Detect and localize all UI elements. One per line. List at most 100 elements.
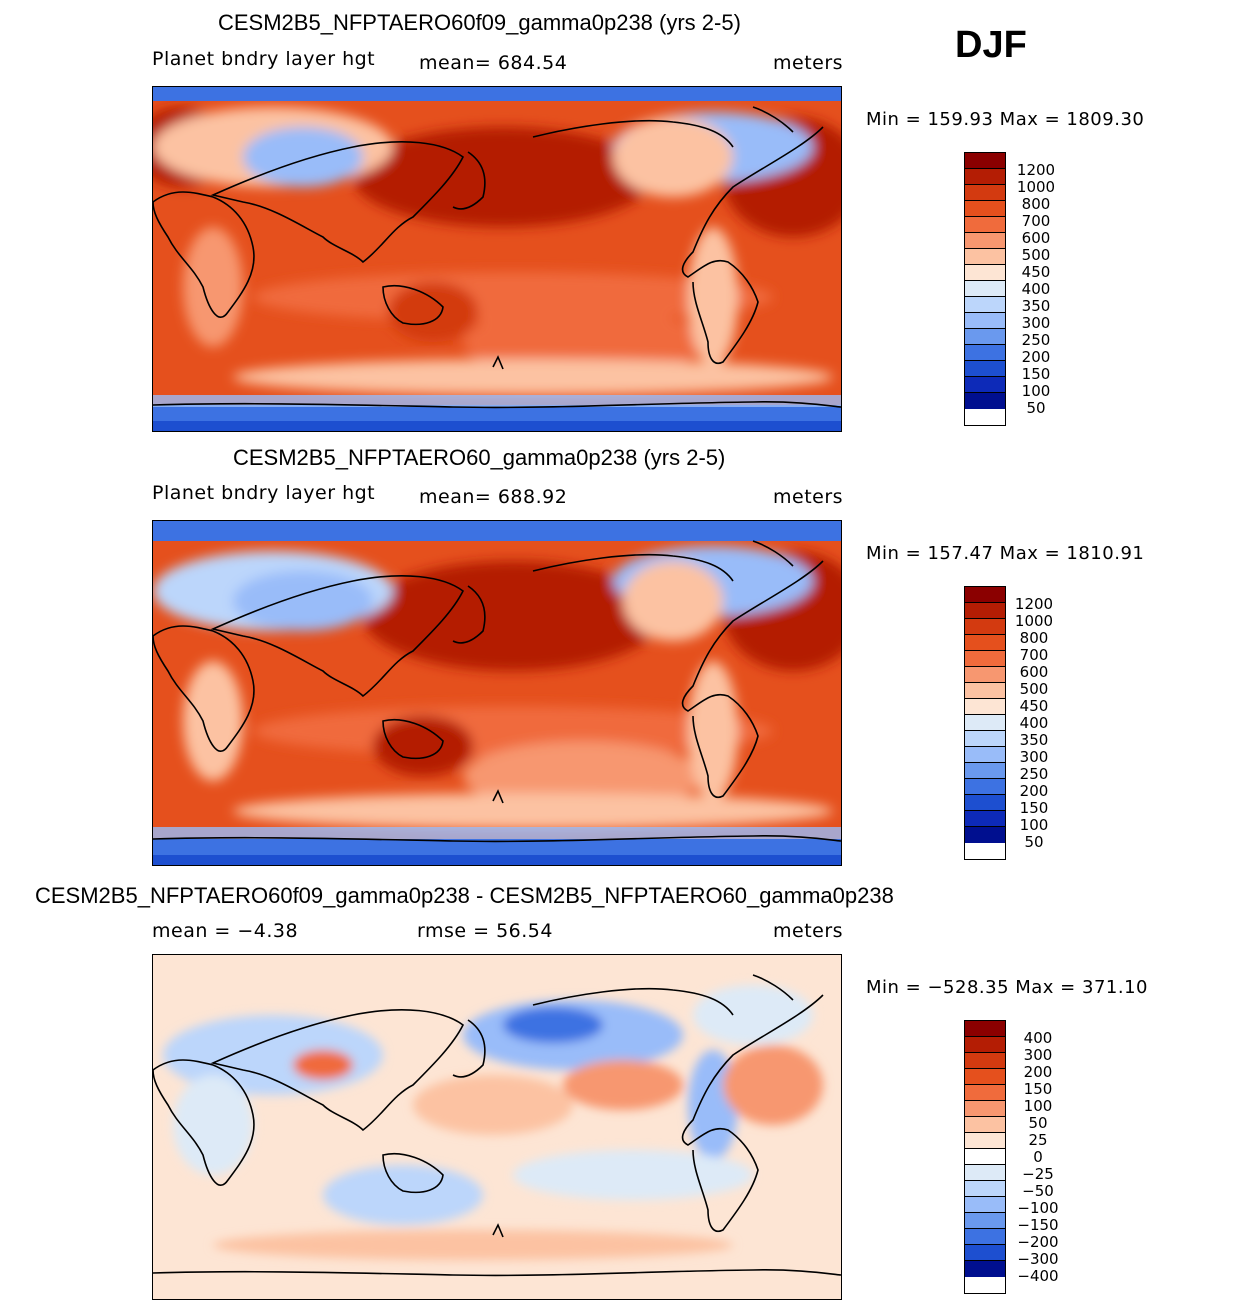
panel2-colorbar <box>964 586 1006 860</box>
panel2-colorbar-cell <box>965 667 1005 683</box>
panel1-colorbar-cell <box>965 265 1005 281</box>
panel1-colorbar-tick: 400 <box>1021 280 1051 298</box>
panel1-colorbar-cell <box>965 377 1005 393</box>
panel1-colorbar-cell <box>965 249 1005 265</box>
panel2-colorbar-cell <box>965 587 1005 603</box>
panel3-colorbar-tick: −200 <box>1017 1233 1059 1251</box>
panel1-colorbar-tick: 600 <box>1021 229 1051 247</box>
panel3-title: CESM2B5_NFPTAERO60f09_gamma0p238 - CESM2… <box>35 883 894 908</box>
panel3-colorbar-tick: 300 <box>1023 1046 1053 1064</box>
panel1-colorbar-tick: 700 <box>1021 212 1051 230</box>
panel3-colorbar <box>964 1020 1006 1294</box>
panel2-colorbar-tick: 500 <box>1019 680 1049 698</box>
panel2-colorbar-cell <box>965 683 1005 699</box>
panel3-colorbar-tick: 150 <box>1023 1080 1053 1098</box>
panel1-units: meters <box>773 52 844 74</box>
panel2-colorbar-cell <box>965 779 1005 795</box>
panel2-colorbar-tick: 1000 <box>1014 612 1054 630</box>
panel1-map <box>152 86 842 432</box>
panel2-colorbar-tick: 700 <box>1019 646 1049 664</box>
panel3-map <box>152 954 842 1300</box>
panel1-colorbar-cell <box>965 185 1005 201</box>
panel3-colorbar-tick: 200 <box>1023 1063 1053 1081</box>
panel1-colorbar-tick: 250 <box>1021 331 1051 349</box>
panel2-colorbar-cell <box>965 651 1005 667</box>
panel2-colorbar-tick: 100 <box>1019 816 1049 834</box>
panel3-colorbar-cell <box>965 1165 1005 1181</box>
panel3-colorbar-cell <box>965 1053 1005 1069</box>
panel3-colorbar-tick: 0 <box>1033 1148 1043 1166</box>
panel3-colorbar-cell <box>965 1245 1005 1261</box>
panel2-mean: mean= 688.92 <box>419 486 568 508</box>
panel3-colorbar-cell <box>965 1085 1005 1101</box>
panel2-colorbar-cell <box>965 747 1005 763</box>
panel2-units: meters <box>773 486 844 508</box>
panel2-colorbar-tick: 600 <box>1019 663 1049 681</box>
panel1-mean: mean= 684.54 <box>419 52 568 74</box>
panel2-colorbar-cell <box>965 699 1005 715</box>
panel3-colorbar-cell <box>965 1149 1005 1165</box>
panel2-colorbar-tick: 150 <box>1019 799 1049 817</box>
panel3-colorbar-tick: 100 <box>1023 1097 1053 1115</box>
panel2-colorbar-tick: 250 <box>1019 765 1049 783</box>
panel2-colorbar-cell <box>965 811 1005 827</box>
panel1-minmax: Min = 159.93 Max = 1809.30 <box>866 109 1145 130</box>
panel2-colorbar-cell <box>965 635 1005 651</box>
panel3-colorbar-tick: −400 <box>1017 1267 1059 1285</box>
panel1-colorbar-cell <box>965 313 1005 329</box>
panel2-colorbar-tick: 400 <box>1019 714 1049 732</box>
panel1-colorbar-tick: 450 <box>1021 263 1051 281</box>
panel1-colorbar-cell <box>965 393 1005 409</box>
panel1-colorbar-tick: 300 <box>1021 314 1051 332</box>
panel3-colorbar-cell <box>965 1213 1005 1229</box>
panel3-colorbar-cell <box>965 1117 1005 1133</box>
panel1-colorbar-tick: 1200 <box>1016 161 1056 179</box>
panel1-colorbar-cell <box>965 169 1005 185</box>
panel3-colorbar-tick: 25 <box>1028 1131 1048 1149</box>
panel1-variable: Planet bndry layer hgt <box>152 48 376 70</box>
panel1-colorbar-tick: 100 <box>1021 382 1051 400</box>
panel3-colorbar-cell <box>965 1069 1005 1085</box>
panel1-colorbar-cell <box>965 233 1005 249</box>
panel3-minmax: Min = −528.35 Max = 371.10 <box>866 977 1148 998</box>
panel3-colorbar-tick: 400 <box>1023 1029 1053 1047</box>
panel3-colorbar-cell <box>965 1261 1005 1277</box>
panel1-colorbar-tick: 350 <box>1021 297 1051 315</box>
panel2-variable: Planet bndry layer hgt <box>152 482 376 504</box>
panel3-colorbar-cell <box>965 1181 1005 1197</box>
panel3-colorbar-cell <box>965 1197 1005 1213</box>
panel3-rmse: rmse = 56.54 <box>417 920 553 942</box>
panel3-colorbar-tick: −300 <box>1017 1250 1059 1268</box>
panel1-colorbar-cell <box>965 153 1005 169</box>
panel2-colorbar-cell <box>965 731 1005 747</box>
panel1-colorbar-tick: 800 <box>1021 195 1051 213</box>
panel2-colorbar-cell <box>965 795 1005 811</box>
panel3-colorbar-cell <box>965 1037 1005 1053</box>
panel3-colorbar-cell <box>965 1101 1005 1117</box>
panel1-colorbar-cell <box>965 217 1005 233</box>
panel1-colorbar-tick: 1000 <box>1016 178 1056 196</box>
panel3-units: meters <box>773 920 844 942</box>
panel2-colorbar-tick: 200 <box>1019 782 1049 800</box>
panel2-minmax: Min = 157.47 Max = 1810.91 <box>866 543 1145 564</box>
panel2-colorbar-tick: 800 <box>1019 629 1049 647</box>
panel1-colorbar-cell <box>965 281 1005 297</box>
panel3-colorbar-tick: 50 <box>1028 1114 1048 1132</box>
panel1-colorbar <box>964 152 1006 426</box>
panel1-colorbar-tick: 500 <box>1021 246 1051 264</box>
panel3-mean: mean = −4.38 <box>152 920 299 942</box>
panel2-title: CESM2B5_NFPTAERO60_gamma0p238 (yrs 2-5) <box>233 445 726 470</box>
panel3-colorbar-tick: −50 <box>1022 1182 1054 1200</box>
panel3-colorbar-cell <box>965 1021 1005 1037</box>
panel2-map <box>152 520 842 866</box>
panel2-colorbar-tick: 50 <box>1024 833 1044 851</box>
panel2-colorbar-tick: 350 <box>1019 731 1049 749</box>
season-label: DJF <box>955 24 1027 66</box>
panel1-colorbar-tick: 200 <box>1021 348 1051 366</box>
panel2-colorbar-cell <box>965 763 1005 779</box>
panel1-colorbar-tick: 150 <box>1021 365 1051 383</box>
panel1-colorbar-cell <box>965 201 1005 217</box>
panel3-colorbar-cell <box>965 1133 1005 1149</box>
panel3-colorbar-tick: −100 <box>1017 1199 1059 1217</box>
panel3-colorbar-tick: −25 <box>1022 1165 1054 1183</box>
